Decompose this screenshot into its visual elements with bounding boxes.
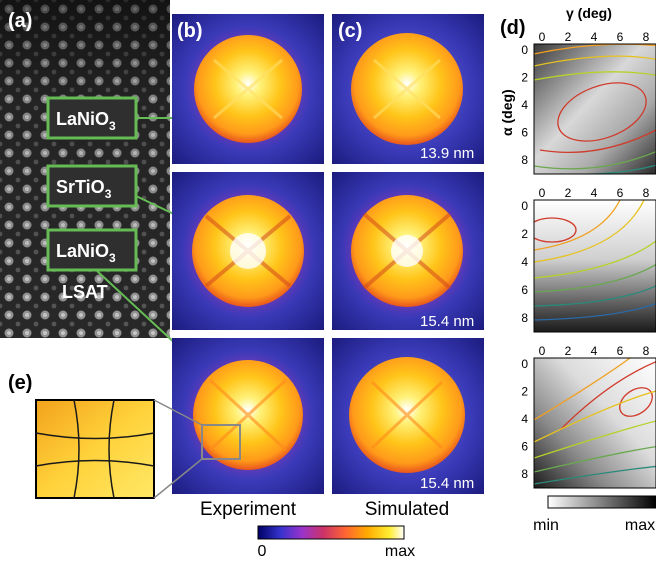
x-tick-label: 2 [565, 186, 572, 200]
x-tick-label: 2 [565, 344, 572, 358]
colorbar-gray-min: min [533, 517, 559, 534]
colorbar-main-min: 0 [258, 543, 267, 560]
y-tick-label: 2 [521, 385, 528, 399]
y-tick-label: 4 [521, 98, 528, 112]
y-axis-label: α (deg) [499, 89, 515, 136]
y-tick-label: 8 [521, 467, 528, 481]
svg-text:LaNiO3: LaNiO3 [56, 241, 116, 265]
column-label-simulated: Simulated [365, 499, 450, 520]
svg-text:SrTiO3: SrTiO3 [56, 177, 112, 201]
x-tick-label: 0 [539, 344, 546, 358]
thickness-label-2: 15.4 nm [420, 313, 474, 330]
x-tick-label: 4 [591, 186, 598, 200]
x-axis-label: γ (deg) [566, 5, 612, 21]
y-tick-label: 4 [521, 255, 528, 269]
panel-label-e: (e) [8, 372, 32, 394]
colorbar-gray [547, 495, 656, 509]
panel-label-d: (d) [500, 17, 526, 39]
connector-lines [95, 117, 179, 347]
panel-label-a: (a) [8, 10, 32, 32]
y-tick-label: 8 [521, 311, 528, 325]
colorbar-main-max: max [385, 543, 415, 560]
x-tick-label: 8 [643, 30, 650, 44]
y-tick-label: 6 [521, 283, 528, 297]
y-tick-label: 6 [521, 440, 528, 454]
x-tick-label: 4 [591, 344, 598, 358]
inset-zoom [35, 399, 203, 499]
y-tick-label: 0 [521, 199, 528, 213]
x-tick-label: 8 [643, 344, 650, 358]
cbed-simulated-3 [332, 338, 484, 494]
colorbar-main [257, 525, 405, 540]
x-tick-label: 0 [539, 186, 546, 200]
x-tick-label: 6 [617, 30, 624, 44]
panel-label-c: (c) [338, 20, 362, 42]
thickness-label-3: 15.4 nm [420, 475, 474, 492]
x-tick-label: 4 [591, 30, 598, 44]
x-tick-label: 6 [617, 344, 624, 358]
cbed-experiment-2 [172, 172, 324, 330]
x-tick-label: 8 [643, 186, 650, 200]
rocking-map-1 [533, 43, 656, 175]
y-tick-label: 0 [521, 357, 528, 371]
panel-label-b: (b) [177, 20, 203, 42]
y-tick-label: 8 [521, 153, 528, 167]
x-tick-label: 0 [539, 30, 546, 44]
layer-label-top: LaNiO3 [46, 96, 138, 140]
substrate-label: LSAT [62, 282, 108, 302]
x-tick-label: 2 [565, 30, 572, 44]
y-tick-label: 6 [521, 126, 528, 140]
rocking-map-2 [533, 199, 656, 333]
y-tick-label: 0 [521, 43, 528, 57]
cbed-experiment-1 [172, 14, 324, 164]
map-tick-labels: 0 2 4 6 8 0 2 4 6 8 0 2 4 6 8 0 2 4 6 8 0 2 4 6 8 0 2 4 6 8 [521, 30, 649, 481]
thickness-label-1: 13.9 nm [420, 145, 474, 162]
colorbar-gray-max: max [625, 517, 655, 534]
svg-text:LaNiO3: LaNiO3 [56, 109, 116, 133]
layer-label-bottom: LaNiO3 [46, 228, 138, 272]
cbed-simulated-1 [332, 14, 484, 164]
y-tick-label: 4 [521, 412, 528, 426]
cbed-simulated-2 [332, 172, 484, 330]
cbed-experiment-3 [172, 338, 324, 494]
y-tick-label: 2 [521, 71, 528, 85]
y-tick-label: 2 [521, 227, 528, 241]
layer-label-middle: SrTiO3 [46, 164, 138, 208]
rocking-map-3 [533, 357, 656, 489]
column-label-experiment: Experiment [200, 499, 297, 520]
x-tick-label: 6 [617, 186, 624, 200]
